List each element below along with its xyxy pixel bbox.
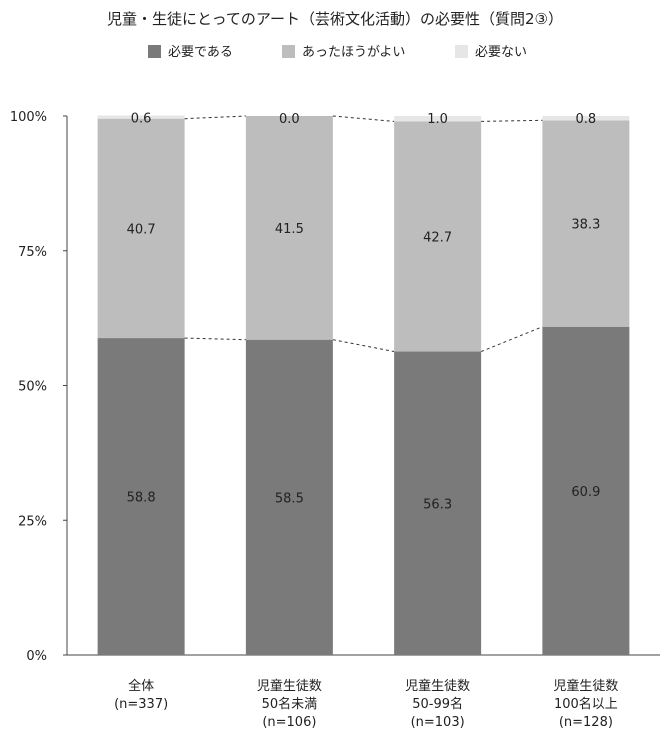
value-label-2-1: 42.7: [423, 230, 452, 245]
category-label-2-line-2: (n=103): [411, 715, 465, 730]
value-label-2-0: 56.3: [423, 497, 452, 512]
category-label-1-line-0: 児童生徒数: [257, 678, 322, 694]
bar-0-series-1: [97, 118, 185, 339]
legend-label-2: 必要ない: [475, 45, 527, 60]
legend-swatch-2: [455, 45, 468, 58]
category-label-2-line-0: 児童生徒数: [405, 678, 470, 694]
value-label-3-0: 60.9: [571, 485, 600, 500]
value-label-1-2: 0.0: [279, 112, 300, 127]
y-tick-label-4: 100%: [10, 110, 47, 125]
category-label-3-line-2: (n=128): [559, 715, 613, 730]
bar-0-series-0: [97, 338, 185, 655]
connector-1-2: [481, 119, 543, 122]
bar-3-series-2: [542, 116, 630, 121]
y-tick-label-0: 0%: [26, 649, 47, 664]
connector-0-0: [184, 337, 246, 341]
bar-0-series-2: [97, 115, 185, 119]
value-label-0-1: 40.7: [127, 222, 156, 237]
y-tick-label-3: 75%: [18, 245, 47, 260]
category-label-0-line-1: (n=337): [114, 697, 168, 712]
value-label-1-0: 58.5: [275, 491, 304, 506]
bar-2-series-2: [394, 116, 482, 122]
category-label-3-line-0: 児童生徒数: [553, 678, 618, 694]
value-label-3-1: 38.3: [571, 218, 600, 233]
bar-3-series-0: [542, 326, 630, 655]
category-label-1-line-1: 50名未満: [262, 696, 318, 712]
bar-3-series-1: [542, 120, 630, 327]
category-label-2-line-1: 50-99名: [412, 696, 463, 712]
bar-2-series-1: [394, 121, 482, 352]
chart-title: 児童・生徒にとってのアート（芸術文化活動）の必要性（質問2③）: [107, 10, 563, 28]
legend-label-1: あったほうがよい: [302, 45, 405, 60]
y-tick-label-2: 50%: [18, 380, 47, 395]
bar-2-series-0: [394, 351, 482, 655]
legend-swatch-0: [148, 45, 161, 58]
category-label-1-line-2: (n=106): [262, 715, 316, 730]
value-label-0-2: 0.6: [131, 111, 152, 126]
connector-0-1: [332, 339, 395, 353]
plot-area: 0% 25% 50% 75% 100% 58.8 40.7 0.6 58.5 41.5 0.0 56.…: [10, 110, 660, 730]
legend: 必要である あったほうがよい 必要ない: [148, 45, 527, 60]
connector-0-2: [480, 326, 543, 353]
category-label-0-line-0: 全体: [128, 678, 154, 694]
bar-1-series-1: [245, 116, 333, 340]
value-label-3-2: 0.8: [576, 112, 597, 127]
legend-swatch-1: [282, 45, 295, 58]
connector-1-1: [332, 115, 395, 122]
y-tick-label-1: 25%: [18, 514, 47, 529]
connector-1-0: [184, 115, 246, 120]
legend-label-0: 必要である: [168, 45, 233, 60]
bar-1-series-0: [245, 339, 333, 655]
value-label-0-0: 58.8: [127, 491, 156, 506]
value-label-1-1: 41.5: [275, 222, 304, 237]
category-label-3-line-1: 100名以上: [554, 696, 618, 712]
value-label-2-2: 1.0: [427, 112, 448, 127]
